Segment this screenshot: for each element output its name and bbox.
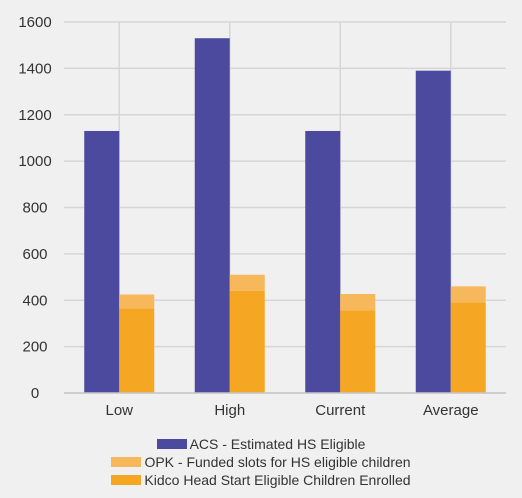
bar-acs-high <box>194 38 230 393</box>
bar-acs-current <box>305 130 341 393</box>
y-tick-label-0: 0 <box>31 385 39 402</box>
bar-acs-low <box>84 130 120 393</box>
legend-swatch-opk <box>111 457 142 467</box>
bar-opk-average <box>450 286 486 303</box>
legend-item-opk: OPK - Funded slots for HS eligible child… <box>111 453 411 471</box>
legend-swatch-acs <box>156 439 187 449</box>
chart-plot: 0 200 400 600 800 1000 1200 1400 1600 Low High Curr… <box>18 14 506 419</box>
bar-acs-average <box>415 70 451 393</box>
y-tick-label-7: 1400 <box>18 60 51 77</box>
x-tick-label-high: High <box>214 402 245 419</box>
legend-label-acs: ACS - Estimated HS Eligible <box>189 436 366 452</box>
x-tick-label-average: Average <box>423 402 479 419</box>
bar-opk-low <box>119 294 155 309</box>
x-tick-label-current: Current <box>315 402 366 419</box>
y-tick-label-8: 1600 <box>18 14 51 31</box>
legend-swatch-kidco <box>111 475 142 485</box>
y-tick-label-3: 600 <box>22 246 47 263</box>
bar-kidco-high <box>229 290 265 393</box>
y-tick-label-4: 800 <box>22 200 47 217</box>
bar-kidco-current <box>340 310 376 393</box>
bar-kidco-low <box>119 308 155 393</box>
bar-opk-high <box>229 274 265 291</box>
chart-legend: ACS - Estimated HS Eligible OPK - Funded… <box>0 435 522 489</box>
legend-item-kidco: Kidco Head Start Eligible Children Enrol… <box>111 471 411 489</box>
y-tick-label-1: 200 <box>22 339 47 356</box>
bar-kidco-average <box>450 302 486 393</box>
y-tick-label-5: 1000 <box>18 153 51 170</box>
y-tick-label-6: 1200 <box>18 107 51 124</box>
legend-label-kidco: Kidco Head Start Eligible Children Enrol… <box>144 472 411 488</box>
bar-opk-current <box>340 293 376 311</box>
legend-item-acs: ACS - Estimated HS Eligible <box>156 435 366 453</box>
legend-label-opk: OPK - Funded slots for HS eligible child… <box>144 454 411 470</box>
x-tick-label-low: Low <box>105 402 133 419</box>
y-tick-label-2: 400 <box>22 292 47 309</box>
